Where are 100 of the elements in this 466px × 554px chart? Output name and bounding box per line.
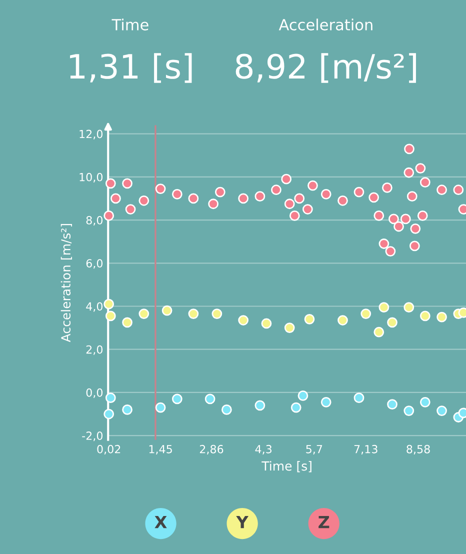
point <box>420 177 430 188</box>
point <box>368 192 380 203</box>
text: Z <box>318 516 330 528</box>
point <box>214 186 226 198</box>
point <box>420 396 430 408</box>
point <box>378 238 390 249</box>
x-tick-label: 8,58 <box>406 444 430 454</box>
point <box>125 204 136 214</box>
point <box>394 221 404 232</box>
point <box>417 210 428 221</box>
point <box>284 198 295 210</box>
point <box>420 310 430 322</box>
point <box>104 408 114 420</box>
point <box>105 310 116 322</box>
point <box>387 317 398 328</box>
point <box>374 210 384 221</box>
point <box>406 191 418 202</box>
text: 1,31 [s] <box>70 53 192 83</box>
point <box>378 302 390 313</box>
text: Y <box>236 516 249 528</box>
point <box>385 246 396 256</box>
point <box>404 144 414 154</box>
point <box>404 302 414 313</box>
text: Acceleration <box>278 18 372 30</box>
point <box>338 195 348 206</box>
point <box>294 193 305 204</box>
text: X <box>154 516 167 528</box>
point <box>271 184 282 196</box>
point <box>404 406 414 416</box>
point <box>289 210 300 221</box>
point <box>221 404 232 415</box>
point <box>155 184 166 194</box>
point <box>308 180 318 191</box>
x-axis-title: Time [s] <box>262 461 312 472</box>
y-tick-label: 2,0 <box>86 345 103 355</box>
point <box>354 392 364 404</box>
point <box>281 174 292 184</box>
point <box>212 308 222 319</box>
point <box>122 178 132 189</box>
point <box>204 394 216 404</box>
y-axis-title: Acceleration [m/s²] <box>60 224 72 342</box>
point <box>320 188 332 200</box>
x-tick-label: 7,13 <box>354 444 378 454</box>
point <box>284 322 295 333</box>
point <box>436 406 447 416</box>
y-tick-label: 0,0 <box>86 388 103 398</box>
point <box>122 317 132 328</box>
point <box>105 178 116 189</box>
point <box>298 390 308 401</box>
point <box>138 308 150 319</box>
point <box>110 193 121 204</box>
point <box>162 305 172 316</box>
point <box>388 214 399 224</box>
point <box>138 195 150 206</box>
point <box>105 392 116 404</box>
point <box>387 399 398 410</box>
y-tick-label: 12,0 <box>80 130 103 140</box>
point <box>302 204 313 214</box>
point <box>188 308 199 319</box>
x-tick-label: 2,86 <box>200 444 224 454</box>
point <box>172 394 182 404</box>
y-tick-label: 8,0 <box>86 216 103 226</box>
x-tick-label: 0,02 <box>97 444 120 454</box>
point <box>188 193 199 204</box>
point <box>410 223 421 234</box>
point <box>320 396 332 408</box>
point <box>290 402 302 413</box>
x-tick-label: 1,45 <box>149 445 172 454</box>
text: Time <box>112 18 148 30</box>
text: 8,92 [m/s²] <box>236 53 416 83</box>
point <box>338 315 348 326</box>
point <box>261 318 272 329</box>
point <box>382 182 392 193</box>
point <box>415 163 426 174</box>
point <box>436 184 447 196</box>
point <box>155 402 166 413</box>
point <box>400 214 411 224</box>
point <box>238 315 249 326</box>
point <box>374 326 384 338</box>
point <box>453 184 464 196</box>
x-tick-label: 4,3 <box>255 444 272 454</box>
point <box>354 186 364 198</box>
point <box>254 191 266 202</box>
point <box>104 210 114 221</box>
point <box>304 314 315 324</box>
y-tick-label: 4,0 <box>86 302 103 312</box>
point <box>404 167 414 178</box>
x-tick-label: 5,7 <box>306 445 322 454</box>
y-tick-label: 6,0 <box>86 259 103 269</box>
point <box>122 404 132 415</box>
point <box>436 312 447 322</box>
point <box>360 308 372 319</box>
point <box>208 198 219 210</box>
y-tick-label: -2,0 <box>82 432 103 442</box>
y-tick-label: 10,0 <box>80 172 103 182</box>
point <box>409 240 420 252</box>
point <box>238 193 249 204</box>
point <box>254 400 266 411</box>
point <box>104 298 114 310</box>
point <box>172 188 182 200</box>
